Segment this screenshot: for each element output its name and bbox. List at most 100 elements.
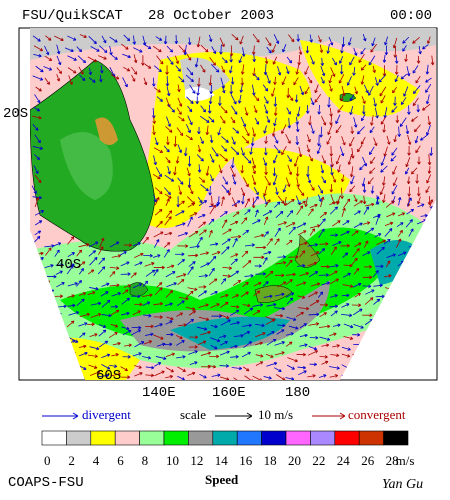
wind-arrow [232,238,238,248]
wind-arrow [318,374,327,378]
wind-arrow [281,124,287,134]
wind-arrow [221,196,225,207]
wind-arrow [374,233,382,238]
wind-arrow [417,196,421,205]
wind-arrow [241,217,248,225]
wind-arrow [232,280,242,286]
wind-arrow [186,290,194,298]
wind-arrow [263,294,273,299]
wind-arrow [337,164,341,173]
lon-label: 180 [285,385,310,401]
wind-arrow [156,55,164,65]
wind-arrow [178,200,185,206]
wind-arrow [134,252,144,258]
wind-arrow [319,211,327,218]
wind-arrow [244,155,252,164]
wind-arrow [243,177,249,188]
wind-arrow [218,164,223,174]
wind-arrow [430,55,435,66]
wind-arrow [196,154,204,162]
wind-arrow [231,136,236,145]
wind-arrow [221,219,228,229]
wind-arrow [395,115,400,124]
wind-arrow [405,157,411,168]
wind-arrow [384,221,394,227]
wind-arrow [56,74,61,82]
wind-arrow [329,184,334,193]
wind-arrow [177,97,183,107]
wind-arrow [133,54,138,64]
wind-arrow [318,228,325,238]
wind-arrow [264,56,269,65]
colorbar-title: Speed [205,472,239,487]
wind-arrow [109,45,113,56]
wind-arrow [310,97,315,106]
wind-arrow [274,201,281,208]
wind-arrow [220,301,229,308]
wind-arrow [54,249,60,257]
wind-arrow [111,54,118,60]
wind-arrow [134,302,143,307]
wind-arrow [341,207,346,217]
lat-label: 60S [96,368,121,384]
wind-arrow [145,332,154,336]
wind-arrow [252,303,264,307]
wind-arrow [240,291,249,298]
wind-arrow [156,282,163,288]
wind-arrow [145,373,155,378]
wind-arrow [370,43,377,53]
wind-arrow [199,136,204,145]
wind-arrow [165,320,173,325]
wind-arrow [33,45,44,52]
color-swatch [310,430,336,446]
wind-arrow [308,154,313,162]
wind-arrow [416,104,420,113]
wind-arrow [285,133,291,144]
wind-arrow [354,292,361,298]
wind-arrow [314,84,319,94]
wind-arrow [362,195,367,205]
wind-arrow [101,353,111,358]
wind-arrow [327,97,331,108]
wind-arrow [88,364,98,369]
wind-arrow [265,270,274,278]
wind-arrow [78,322,88,327]
wind-arrow [244,209,251,215]
wind-arrow [255,272,266,276]
wind-arrow [164,342,173,347]
wind-arrow [274,292,285,297]
wind-arrow [152,77,156,87]
wind-arrow [198,303,209,308]
wind-arrow [177,279,185,286]
wind-arrow [208,74,213,86]
wind-arrow [249,146,253,155]
wind-arrow [243,330,251,335]
wind-arrow [176,273,187,278]
wind-arrow [153,231,164,238]
wind-arrow [349,105,354,116]
wind-arrow [67,236,75,245]
wind-arrow [309,228,316,236]
wind-arrow [220,293,229,298]
wind-arrow [244,274,254,278]
wind-arrow [101,299,111,308]
wind-arrow [166,136,170,146]
wind-arrow [97,266,106,275]
wind-arrow [200,64,206,73]
wind-arrow [295,135,300,145]
wind-arrow [76,280,82,287]
wind-arrow [176,340,185,346]
wind-arrow [79,312,90,318]
wind-arrow [353,200,363,207]
wind-arrow [154,323,163,328]
wind-arrow [43,66,53,71]
wind-arrow [142,293,153,298]
wind-arrow [142,301,151,306]
wind-arrow [266,238,273,246]
wind-arrow [349,94,355,102]
wind-arrow [263,185,268,197]
wind-arrow [166,332,174,337]
wind-arrow [288,325,299,330]
wind-arrow [90,46,100,52]
wind-arrow [335,154,341,165]
